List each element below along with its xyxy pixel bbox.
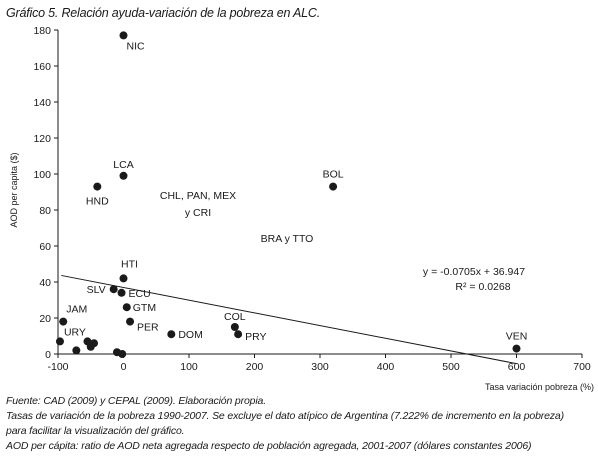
y-tick-label: 120 [33, 133, 51, 145]
data-point [90, 339, 99, 348]
x-tick-label: 0 [121, 361, 127, 373]
x-tick-label: 600 [508, 361, 526, 373]
data-label-pry: PRY [245, 331, 266, 343]
y-tick-label: 160 [33, 61, 51, 73]
annotation-chl-pan-mex: CHL, PAN, MEX [160, 190, 236, 202]
data-point [118, 350, 127, 358]
chart-title: Gráfico 5. Relación ayuda-variación de l… [6, 6, 321, 20]
data-point-ury [55, 337, 64, 346]
annotation-bra-tto: BRA y TTO [261, 233, 314, 245]
trendline-r2: R² = 0.0268 [455, 281, 510, 293]
data-label-bol: BOL [323, 169, 344, 181]
data-point-bol [329, 182, 338, 191]
data-point-dom [167, 330, 176, 339]
x-axis-title: Tasa variación pobreza (%) [485, 382, 594, 392]
data-label-ecu: ECU [129, 288, 151, 300]
y-tick-label: 40 [39, 277, 51, 289]
x-tick-label: -100 [47, 361, 68, 373]
source-note: Fuente: CAD (2009) y CEPAL (2009). Elabo… [6, 395, 266, 407]
y-axis-title: AOD per capita ($) [9, 152, 19, 227]
data-point-hnd [93, 182, 102, 191]
data-points [55, 31, 521, 358]
x-tick-label: 100 [180, 361, 198, 373]
trendline-group [61, 274, 517, 365]
data-point-per [126, 317, 135, 326]
data-point-ven [512, 344, 521, 353]
x-tick-label: 200 [246, 361, 264, 373]
data-point-jam [59, 317, 68, 326]
data-label-ven: VEN [506, 331, 528, 343]
y-tick-label: 20 [39, 313, 51, 325]
trendline-equation: y = -0.0705x + 36.947 [423, 266, 525, 278]
data-label-ury: URY [64, 326, 86, 338]
note-line-3: para facilitar la visualización del gráf… [6, 425, 185, 437]
y-tick-label: 100 [33, 169, 51, 181]
x-tick-label: 500 [442, 361, 460, 373]
data-point-slv [109, 285, 118, 294]
data-label-col: COL [224, 311, 246, 323]
annotation-y-cri: y CRI [185, 207, 211, 219]
y-tick-label: 140 [33, 97, 51, 109]
data-point [72, 346, 81, 355]
data-label-hnd: HND [86, 196, 109, 208]
data-point-hti [119, 274, 128, 283]
data-point-nic [119, 31, 128, 40]
x-tick-label: 700 [573, 361, 591, 373]
note-line-4: AOD per cápita: ratio de AOD neta agrega… [6, 440, 532, 452]
data-label-per: PER [137, 322, 159, 334]
data-label-nic: NIC [127, 40, 146, 52]
data-point-pry [234, 330, 243, 339]
data-label-hti: HTI [121, 258, 138, 270]
data-label-jam: JAM [66, 304, 87, 316]
y-tick-label: 180 [33, 25, 51, 37]
data-labels: NIC LCA HND BOL HTI SLV ECU GTM PER DOM COL PRY JAM U… [64, 40, 527, 343]
chart-notes: Fuente: CAD (2009) y CEPAL (2009). Elabo… [6, 394, 596, 454]
y-tick-label: 0 [45, 349, 51, 361]
data-point-lca [119, 171, 128, 180]
data-label-lca: LCA [113, 159, 133, 171]
data-point-ecu [117, 288, 126, 297]
x-tick-label: 300 [311, 361, 329, 373]
note-line-2: Tasas de variación de la pobreza 1990-20… [6, 410, 564, 422]
data-point-gtm [122, 303, 131, 312]
y-tick-label: 60 [39, 241, 51, 253]
data-point-col [230, 323, 239, 331]
x-tick-label: 400 [377, 361, 395, 373]
trendline [61, 274, 517, 365]
y-tick-label: 80 [39, 205, 51, 217]
data-label-dom: DOM [178, 329, 203, 341]
data-label-gtm: GTM [133, 302, 156, 314]
data-label-slv: SLV [87, 284, 106, 296]
